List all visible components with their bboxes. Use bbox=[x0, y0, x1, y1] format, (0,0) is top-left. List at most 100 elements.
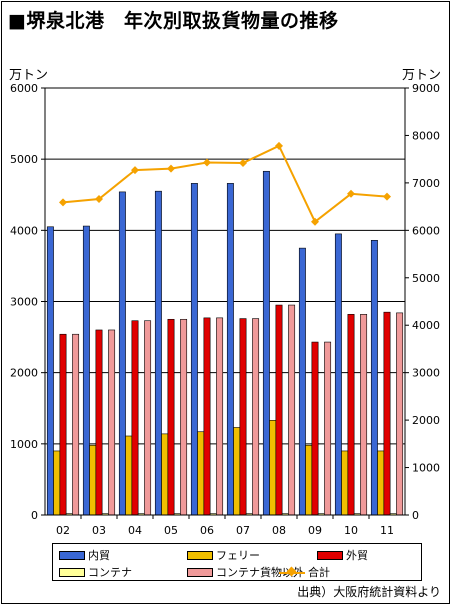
bar-container-igai-10 bbox=[360, 314, 368, 516]
plot-border bbox=[44, 87, 406, 516]
legend-swatch-ferry bbox=[187, 550, 213, 560]
total-point-07 bbox=[239, 158, 247, 167]
legend-swatch-container bbox=[59, 567, 85, 577]
bar-naibo-04 bbox=[118, 191, 126, 516]
y-left-tick-label: 1000 bbox=[10, 438, 38, 451]
bar-naibo-02 bbox=[46, 226, 54, 516]
bar-ferry-09 bbox=[305, 444, 313, 516]
y-right-tick-label: 3000 bbox=[412, 367, 440, 380]
bar-naibo-09 bbox=[298, 247, 306, 516]
legend-swatch-gaibo bbox=[317, 550, 343, 560]
legend-item-container: コンテナ bbox=[59, 564, 132, 580]
x-tick-label: 08 bbox=[272, 524, 286, 537]
bar-container-igai-07 bbox=[252, 318, 260, 516]
bar-gaibo-06 bbox=[203, 317, 211, 516]
legend-label-naibo: 内貿 bbox=[88, 549, 110, 562]
bar-container-igai-03 bbox=[108, 329, 116, 516]
x-tick-label: 10 bbox=[344, 524, 358, 537]
bar-gaibo-08 bbox=[275, 304, 283, 516]
y-right-tick-label: 8000 bbox=[412, 129, 440, 142]
bar-gaibo-11 bbox=[383, 311, 391, 516]
bar-naibo-11 bbox=[370, 239, 378, 516]
bar-container-igai-02 bbox=[72, 333, 80, 516]
bar-naibo-05 bbox=[154, 190, 162, 516]
bar-naibo-10 bbox=[334, 233, 342, 516]
y-left-tick-label: 6000 bbox=[10, 82, 38, 95]
legend-swatch-naibo bbox=[59, 550, 85, 560]
total-point-02 bbox=[59, 198, 67, 207]
bar-container-igai-05 bbox=[180, 318, 188, 516]
legend-label-total: 合計 bbox=[308, 566, 330, 579]
y-left-tick-label: 3000 bbox=[10, 296, 38, 309]
bar-ferry-10 bbox=[341, 450, 349, 516]
y-right-tick-label: 6000 bbox=[412, 224, 440, 237]
legend-label-gaibo: 外貿 bbox=[346, 549, 368, 562]
bar-ferry-11 bbox=[377, 450, 385, 516]
legend-item-naibo: 内貿 bbox=[59, 547, 110, 563]
legend-label-ferry: フェリー bbox=[216, 549, 260, 562]
x-tick-label: 05 bbox=[164, 524, 178, 537]
bar-naibo-07 bbox=[226, 183, 234, 516]
y-left-tick-label: 5000 bbox=[10, 153, 38, 166]
bar-ferry-03 bbox=[89, 444, 97, 516]
left-axis-unit: 万トン bbox=[9, 68, 49, 83]
bar-gaibo-02 bbox=[59, 333, 67, 516]
total-point-03 bbox=[95, 195, 103, 204]
bar-gaibo-04 bbox=[131, 320, 139, 516]
bar-ferry-04 bbox=[125, 435, 133, 516]
x-tick-label: 07 bbox=[236, 524, 250, 537]
x-tick-label: 02 bbox=[56, 524, 70, 537]
y-left-tick-label: 2000 bbox=[10, 367, 38, 380]
bar-container-igai-04 bbox=[144, 320, 152, 516]
bar-container-igai-11 bbox=[396, 312, 404, 516]
total-point-08 bbox=[275, 141, 283, 150]
total-point-10 bbox=[347, 189, 355, 198]
bar-container-igai-09 bbox=[324, 341, 332, 516]
x-tick-label: 09 bbox=[308, 524, 322, 537]
y-left-tick-label: 0 bbox=[31, 509, 38, 522]
total-point-09 bbox=[311, 217, 319, 226]
bar-container-igai-08 bbox=[288, 304, 296, 516]
x-tick-label: 04 bbox=[128, 524, 142, 537]
bar-gaibo-03 bbox=[95, 329, 103, 516]
y-right-tick-label: 2000 bbox=[412, 414, 440, 427]
x-tick-label: 06 bbox=[200, 524, 214, 537]
total-point-04 bbox=[131, 166, 139, 175]
bar-naibo-08 bbox=[262, 170, 270, 516]
bar-container-igai-06 bbox=[216, 317, 224, 516]
legend-swatch-container-igai bbox=[187, 567, 213, 577]
y-right-tick-label: 7000 bbox=[412, 177, 440, 190]
x-tick-label: 03 bbox=[92, 524, 106, 537]
legend-label-container: コンテナ bbox=[88, 566, 132, 579]
bar-ferry-06 bbox=[197, 431, 205, 516]
y-right-tick-label: 4000 bbox=[412, 319, 440, 332]
total-point-06 bbox=[203, 158, 211, 167]
legend-item-ferry: フェリー bbox=[187, 547, 260, 563]
legend: 内貿 フェリー 外貿 コンテナ コンテナ貨物以外 合計 bbox=[52, 543, 422, 581]
bar-naibo-06 bbox=[190, 183, 198, 516]
y-right-tick-label: 1000 bbox=[412, 462, 440, 475]
total-point-05 bbox=[167, 164, 175, 173]
y-right-tick-label: 5000 bbox=[412, 272, 440, 285]
bar-gaibo-10 bbox=[347, 314, 355, 516]
bar-gaibo-05 bbox=[167, 318, 175, 516]
bar-gaibo-07 bbox=[239, 318, 247, 516]
x-tick-label: 11 bbox=[380, 524, 394, 537]
bar-ferry-07 bbox=[233, 427, 241, 516]
bar-ferry-05 bbox=[161, 433, 169, 516]
y-left-tick-label: 4000 bbox=[10, 224, 38, 237]
bar-gaibo-09 bbox=[311, 341, 319, 516]
total-line bbox=[62, 144, 388, 224]
legend-swatch-total bbox=[279, 568, 305, 577]
bar-ferry-08 bbox=[269, 420, 277, 516]
bar-naibo-03 bbox=[82, 225, 90, 516]
bar-ferry-02 bbox=[53, 450, 61, 516]
legend-item-total: 合計 bbox=[279, 564, 330, 580]
legend-item-gaibo: 外貿 bbox=[317, 547, 368, 563]
chart-title: ■堺泉北港 年次別取扱貨物量の推移 bbox=[8, 10, 339, 32]
total-point-11 bbox=[383, 192, 391, 201]
right-axis-unit: 万トン bbox=[402, 68, 442, 83]
y-right-tick-label: 0 bbox=[412, 509, 419, 522]
y-right-tick-label: 9000 bbox=[412, 82, 440, 95]
